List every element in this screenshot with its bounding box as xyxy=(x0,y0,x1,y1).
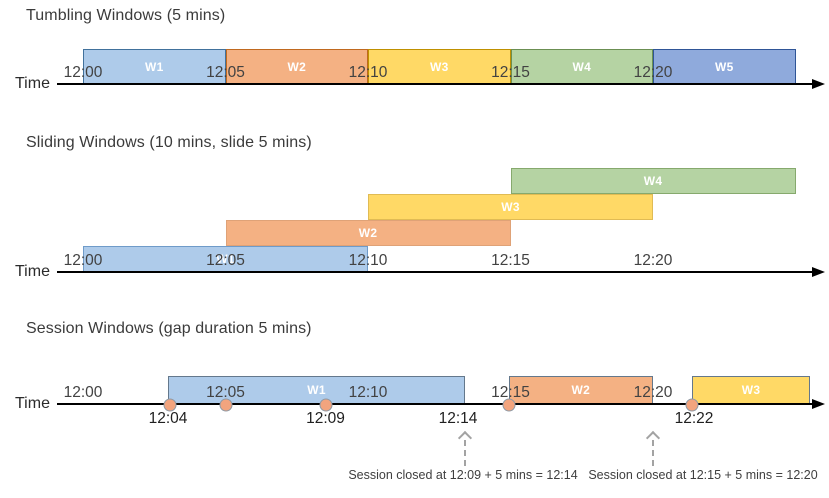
session-section-title: Session Windows (gap duration 5 mins) xyxy=(26,320,312,337)
axis-tick-label: 12:15 xyxy=(491,384,530,401)
tumbling-window-w1: W1 xyxy=(83,49,226,84)
window-label: W3 xyxy=(741,383,761,397)
tumbling-window-w3: W3 xyxy=(368,49,511,84)
time-axis xyxy=(57,403,812,406)
event-dot xyxy=(319,398,332,412)
event-time-label: 12:04 xyxy=(148,410,188,427)
time-axis-label: Time xyxy=(15,75,50,92)
axis-arrowhead-icon xyxy=(812,399,825,409)
event-dot xyxy=(163,398,177,412)
window-label: W2 xyxy=(571,383,590,397)
session-closed-note: Session closed at 12:09 + 5 mins = 12:14 xyxy=(348,468,578,482)
sliding-window-w2: W2 xyxy=(225,220,511,246)
time-axis xyxy=(57,271,812,274)
tumbling-window-w5: W5 xyxy=(653,49,796,84)
window-label: W2 xyxy=(287,59,306,74)
axis-tick-label: 12:00 xyxy=(63,252,103,269)
event-time-label: 12:14 xyxy=(438,410,478,427)
axis-tick-label: 12:00 xyxy=(63,64,103,81)
sliding-window-w3: W3 xyxy=(368,194,653,220)
axis-tick-label: 12:20 xyxy=(633,252,673,269)
axis-tick-label: 12:10 xyxy=(348,252,388,269)
axis-tick-label: 12:20 xyxy=(633,384,673,401)
axis-tick-label: 12:15 xyxy=(491,252,530,269)
event-time-label: 12:22 xyxy=(674,410,714,427)
window-label: W1 xyxy=(307,383,326,397)
tumbling-window-w4: W4 xyxy=(510,49,653,84)
window-label: W3 xyxy=(430,59,449,74)
axis-tick-label: 12:00 xyxy=(63,384,103,401)
axis-tick-label: 12:20 xyxy=(633,64,673,81)
session-window-w1: W1 xyxy=(168,376,465,404)
axis-tick-label: 12:10 xyxy=(348,64,388,81)
window-label: W1 xyxy=(145,59,164,74)
axis-arrowhead-icon xyxy=(812,267,825,277)
axis-tick-label: 12:05 xyxy=(206,64,245,81)
event-dot xyxy=(219,398,232,412)
session-closed-note: Session closed at 12:15 + 5 mins = 12:20 xyxy=(588,468,818,482)
time-axis-label: Time xyxy=(15,263,50,280)
axis-tick-label: 12:05 xyxy=(206,252,245,269)
tumbling-section-title: Tumbling Windows (5 mins) xyxy=(26,7,226,24)
axis-tick-label: 12:15 xyxy=(491,64,530,81)
sliding-window-w4: W4 xyxy=(510,168,796,194)
session-window-w3: W3 xyxy=(692,376,810,404)
event-time-label: 12:09 xyxy=(306,410,345,427)
axis-tick-label: 12:10 xyxy=(348,384,388,401)
time-axis-label: Time xyxy=(15,395,50,412)
annotation-dashed-line xyxy=(464,440,466,466)
event-dot xyxy=(685,398,699,412)
window-label: W2 xyxy=(358,226,378,240)
window-label: W5 xyxy=(715,59,734,74)
event-dot xyxy=(502,398,515,412)
window-label: W4 xyxy=(643,174,663,188)
window-label: W1 xyxy=(216,252,235,266)
window-label: W4 xyxy=(572,59,591,74)
time-axis xyxy=(57,83,812,86)
axis-tick-label: 12:05 xyxy=(206,384,245,401)
axis-arrowhead-icon xyxy=(812,79,825,89)
window-label: W3 xyxy=(501,200,520,214)
sliding-section-title: Sliding Windows (10 mins, slide 5 mins) xyxy=(26,134,312,151)
annotation-dashed-line xyxy=(652,440,654,466)
tumbling-window-w2: W2 xyxy=(225,49,368,84)
session-window-w2: W2 xyxy=(508,376,653,404)
